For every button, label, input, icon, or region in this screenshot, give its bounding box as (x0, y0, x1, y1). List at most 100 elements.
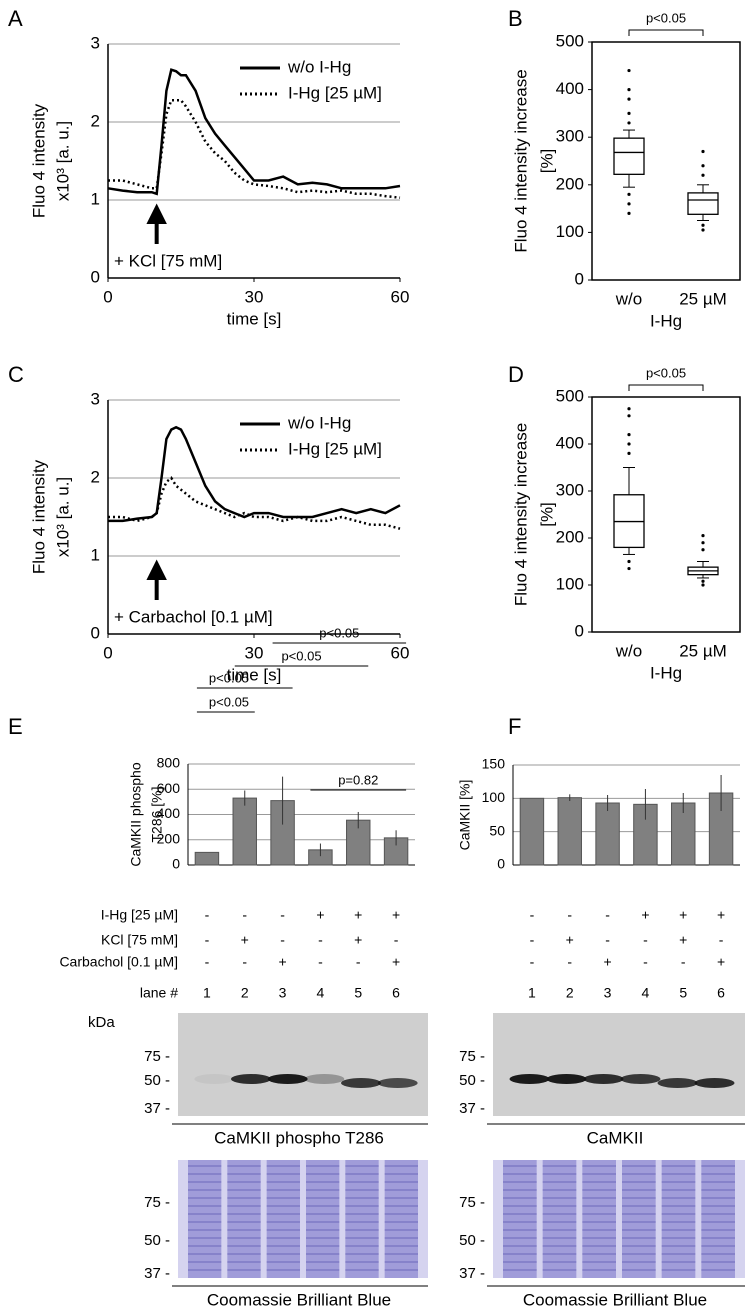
y-tick-label: 400 (157, 805, 181, 821)
x-tick-label: w/o (615, 289, 642, 308)
blot-caption: Coomassie Brilliant Blue (207, 1290, 391, 1309)
bar (557, 797, 582, 866)
treatment-mark: - (719, 932, 724, 948)
plot-frame (591, 396, 741, 633)
annotation: + Carbachol [0.1 µM] (114, 607, 273, 626)
y-axis-label: Fluo 4 intensity increase (511, 423, 530, 606)
size-marker: 75 - (144, 1194, 170, 1211)
y-tick-label: 0 (575, 621, 584, 640)
y-tick-label: 3 (91, 33, 100, 52)
treatment-mark: - (394, 932, 399, 948)
y-tick-label: 1 (91, 189, 100, 208)
kda-label: kDa (88, 1014, 115, 1031)
size-marker: 50 - (459, 1232, 485, 1249)
line-series (108, 476, 401, 530)
x-tick-label: 0 (103, 287, 112, 306)
blot-band (304, 1074, 345, 1084)
line-series (107, 68, 401, 196)
blot-band (377, 1078, 418, 1088)
outlier (627, 111, 631, 115)
outlier (627, 192, 631, 196)
gel-lane (306, 1160, 340, 1278)
legend-label: w/o I-Hg (287, 413, 351, 432)
treatment-mark: + (603, 954, 611, 970)
blot-band (509, 1074, 550, 1084)
x-axis-label: time [s] (227, 665, 282, 684)
outlier (627, 559, 631, 564)
outlier (701, 534, 705, 538)
y-axis-label: x10³ [a. u.] (53, 477, 72, 557)
treatment-mark: - (242, 907, 247, 923)
treatment-mark: - (643, 932, 648, 948)
size-marker: 50 - (144, 1232, 170, 1249)
size-marker: 50 - (144, 1072, 170, 1089)
bar (194, 851, 220, 866)
panel-label: C (8, 362, 24, 387)
gel-lane (701, 1160, 735, 1278)
y-tick-label: 500 (556, 31, 584, 50)
gel-lane (622, 1160, 656, 1278)
lane-number: 3 (279, 985, 287, 1001)
lane-number: 5 (679, 985, 687, 1001)
outlier (627, 121, 631, 125)
y-tick-label: 400 (556, 79, 584, 98)
y-tick-label: 0 (91, 623, 100, 642)
treatment-label: I-Hg [25 µM] (101, 907, 178, 923)
treatment-mark: - (681, 954, 686, 970)
y-tick-label: 1 (91, 545, 100, 564)
treatment-mark: - (205, 932, 210, 948)
treatment-mark: + (241, 932, 249, 948)
x-tick-label: 30 (245, 643, 264, 662)
y-tick-label: 3 (91, 389, 100, 408)
lane-label: lane # (140, 985, 178, 1001)
treatment-mark: + (679, 932, 687, 948)
treatment-mark: - (242, 954, 247, 970)
x-tick-label: 25 µM (679, 641, 727, 660)
box (613, 137, 645, 175)
size-marker: 50 - (459, 1072, 485, 1089)
treatment-mark: + (392, 954, 400, 970)
y-tick-label: 200 (556, 527, 584, 546)
y-tick-label: 200 (556, 174, 584, 193)
treatment-mark: - (605, 907, 610, 923)
size-marker: 75 - (144, 1048, 170, 1065)
outlier (627, 433, 631, 437)
arrow (146, 559, 167, 600)
blot-band (341, 1078, 381, 1088)
bar (232, 797, 257, 866)
significance-bracket (628, 384, 704, 391)
lane-number: 2 (566, 985, 574, 1001)
outlier (701, 223, 705, 227)
annotation: p<0.05 (646, 365, 686, 380)
x-axis-label: time [s] (227, 309, 282, 328)
treatment-mark: + (278, 954, 286, 970)
lane-number: 6 (392, 985, 400, 1001)
y-tick-label: 2 (91, 111, 100, 130)
treatment-mark: + (641, 907, 649, 923)
x-tick-label: 60 (391, 287, 410, 306)
y-tick-label: 50 (489, 822, 505, 838)
annotation: p=0.82 (338, 772, 378, 787)
gel-lane (345, 1160, 379, 1278)
treatment-mark: - (318, 932, 323, 948)
lane-number: 4 (642, 985, 650, 1001)
gel-lane (582, 1160, 616, 1278)
outlier (701, 228, 705, 232)
lane-number: 1 (528, 985, 536, 1001)
y-tick-label: 0 (172, 856, 180, 872)
size-marker: 37 - (459, 1100, 485, 1117)
blot-caption: CaMKII phospho T286 (214, 1128, 384, 1147)
blot-caption: CaMKII (587, 1128, 644, 1147)
panel-label: F (508, 714, 521, 739)
treatment-mark: - (567, 954, 572, 970)
y-axis-label: Fluo 4 intensity (29, 459, 48, 574)
legend-label: I-Hg [25 µM] (288, 83, 382, 102)
y-tick-label: 100 (482, 789, 506, 805)
treatment-mark: - (280, 932, 285, 948)
gel-lane (384, 1160, 418, 1278)
annotation: p<0.05 (646, 10, 686, 25)
blot-band (194, 1074, 235, 1084)
annotation: p<0.05 (209, 670, 249, 685)
panel-label: A (8, 6, 23, 31)
